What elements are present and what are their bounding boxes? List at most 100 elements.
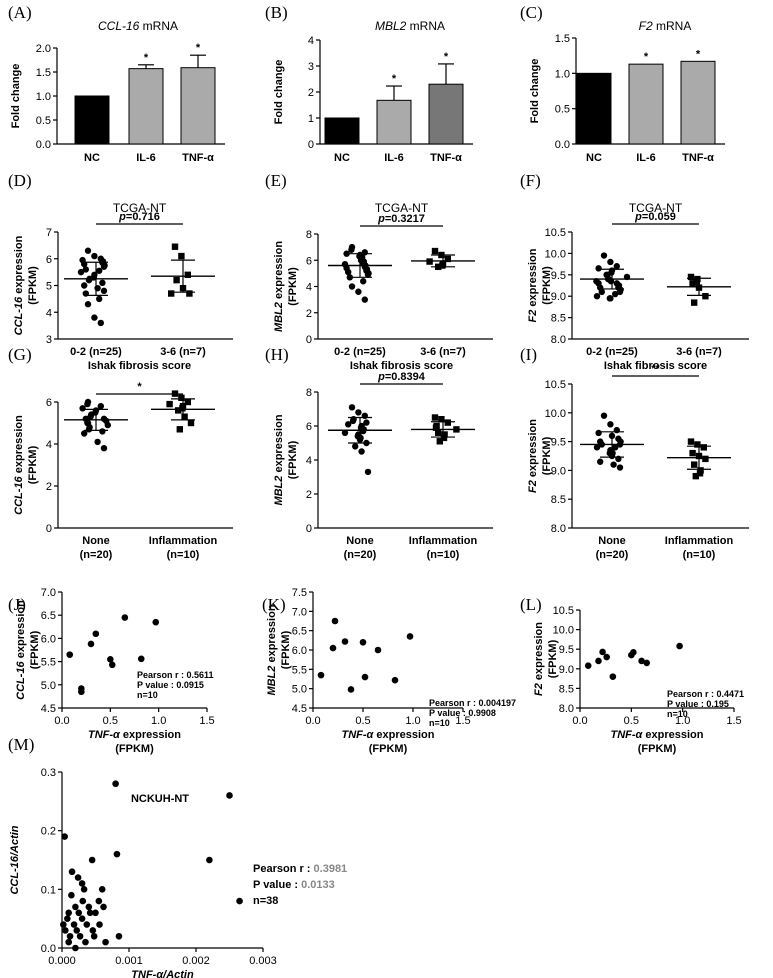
y-tick-label-J: 4.5 [41, 703, 56, 715]
data-point-D-0 [84, 301, 92, 308]
bar-C-0 [576, 72, 612, 145]
data-point-M [80, 886, 88, 893]
data-point-M [226, 792, 233, 799]
data-point-H-1 [431, 414, 439, 421]
x-axis-label-E: Ishak fibrosis score [350, 360, 453, 372]
y-axis-label-unit-K: (FPKM) [280, 630, 292, 669]
data-point-F-0 [613, 263, 620, 270]
data-point-H-1 [438, 416, 445, 423]
y-tick-label-J: 6.0 [41, 633, 56, 645]
y-tick-label-G: 4 [46, 439, 52, 451]
data-point-H-0 [348, 404, 356, 411]
y-tick-label-L: 8.0 [559, 703, 574, 715]
data-point-G-1 [184, 398, 191, 406]
data-point-M [60, 921, 67, 928]
y-tick-label-I: 8.5 [551, 494, 566, 506]
y-axis-label-L-part-1: expression [533, 622, 545, 683]
data-point-I-1 [689, 449, 696, 457]
data-point-G-0 [94, 438, 101, 446]
p-value-label-I-part-1: ** [651, 363, 660, 375]
y-tick-label-K: 4.5 [292, 703, 307, 715]
x-tick-label-E-0: 0-2 (n=25) [334, 346, 386, 358]
data-point-H-0 [363, 419, 370, 426]
y-tick-label-G: 0 [46, 523, 52, 535]
data-point-F-1 [689, 280, 696, 287]
x-axis-label-K-part-0: TNF-α [341, 729, 374, 741]
data-point-D-0 [84, 247, 92, 254]
x-axis-label-J: TNF-α expression [88, 729, 181, 741]
chart-title-A-part-1: mRNA [139, 19, 178, 33]
significance-star-A-1: * [144, 52, 149, 64]
y-tick-label-I: 9.5 [551, 437, 566, 449]
x-tick-label-H-1: Inflammation [409, 535, 478, 547]
stats-line-M-0: Pearson r : 0.3981 [253, 863, 347, 875]
data-point-I-1 [692, 472, 699, 480]
y-axis-label-unit-F: (FPKM) [541, 266, 553, 305]
y-axis-label-J: CCL-16 expression [15, 600, 27, 700]
data-point-M [115, 932, 123, 940]
panel-label-K: (K) [262, 595, 286, 614]
y-tick-label-J: 7.0 [41, 587, 56, 599]
data-point-D-0 [91, 314, 98, 321]
data-point-J [87, 640, 95, 648]
y-tick-label-D: 7 [46, 227, 52, 239]
y-axis-label-I-part-0: F2 [527, 480, 539, 493]
panel-label-B: (B) [265, 3, 288, 22]
data-point-D-0 [96, 295, 103, 303]
data-point-F-1 [687, 273, 695, 281]
data-point-I-1 [694, 441, 701, 448]
y-tick-label-I: 10.5 [545, 379, 566, 391]
x-tick-label-I-1: Inflammation [665, 535, 734, 547]
data-point-I-0 [597, 458, 604, 465]
chart-title-B: MBL2 mRNA [375, 19, 445, 33]
bar-A-1 [128, 68, 164, 145]
y-tick-label-K: 7.5 [292, 587, 307, 599]
y-tick-label-E: 6 [306, 255, 312, 267]
data-point-I-1 [687, 438, 695, 445]
y-axis-label-unit-G: (FPKM) [27, 445, 39, 484]
data-point-L [599, 648, 606, 656]
data-point-H-0 [358, 448, 365, 455]
y-axis-label-K-part-1: expression [266, 604, 278, 665]
chart-title-A: CCL-16 mRNA [98, 19, 178, 33]
x-tick-label-J: 1.0 [151, 715, 166, 727]
significance-star-B-1: * [392, 73, 397, 85]
x-tick-label-F-0: 0-2 (n=25) [586, 346, 638, 358]
panel-label-I: (I) [520, 345, 537, 364]
data-point-K [391, 676, 399, 684]
y-axis-label-H-part-0: MBL2 [273, 476, 285, 506]
y-tick-label-E: 8 [306, 229, 312, 241]
data-point-G-1 [181, 413, 188, 420]
data-point-M [113, 850, 121, 858]
x-tick-label-K: 0.0 [305, 715, 320, 727]
stats-line-M-2: n=38 [253, 895, 278, 907]
y-tick-label-M: 0.3 [41, 767, 56, 779]
y-tick-label-J: 6.5 [41, 610, 56, 622]
data-point-H-0 [352, 443, 359, 450]
data-point-I-0 [593, 444, 601, 451]
x-tick-label-G-0: None [82, 535, 110, 547]
data-point-M [85, 903, 93, 911]
x-axis-label-L: TNF-α expression [610, 729, 703, 741]
data-point-F-0 [600, 252, 608, 259]
data-point-M [95, 897, 103, 905]
x-tick-label-sub-I-1: (n=10) [683, 549, 716, 561]
data-point-E-0 [360, 278, 367, 285]
p-value-label-E: p=0.3217 [377, 213, 425, 225]
data-point-E-1 [444, 255, 451, 263]
y-tick-label-L: 8.5 [559, 683, 574, 695]
data-point-M [82, 938, 89, 946]
x-axis-label-M: TNF-α/Actin [131, 969, 194, 978]
x-axis-label-D: Ishak fibrosis score [88, 360, 191, 372]
x-tick-label-sub-G-0: (n=20) [80, 549, 113, 561]
stats-line-M-0-part-1: 0.3981 [314, 863, 348, 875]
y-tick-label-G: 6 [46, 397, 52, 409]
y-axis-label-L-part-0: F2 [533, 683, 545, 696]
data-point-D-1 [173, 276, 180, 284]
bar-B-0 [324, 117, 360, 145]
y-tick-label-A: 1.0 [36, 91, 51, 103]
data-point-M [90, 932, 98, 940]
y-tick-label-D: 3 [46, 334, 52, 346]
chart-title-A-part-0: CCL-16 [98, 19, 140, 33]
y-tick-label-C: 0.5 [555, 104, 570, 116]
